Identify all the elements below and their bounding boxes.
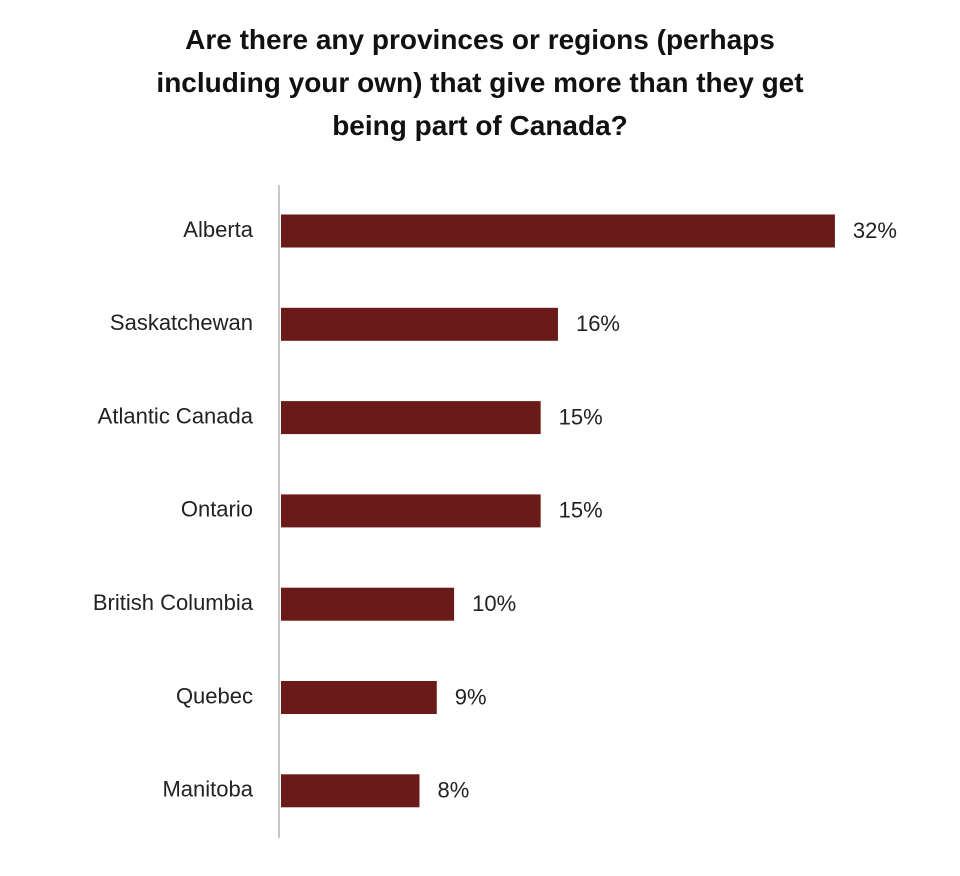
y-tick-label: Saskatchewan [110,310,253,335]
y-tick-label: Manitoba [162,777,253,802]
bar [281,401,541,435]
value-label: 15% [559,404,603,429]
value-label: 10% [472,591,516,616]
y-tick-label: Atlantic Canada [98,403,254,428]
y-tick-label: British Columbia [93,590,254,615]
bar [281,307,558,341]
value-label: 9% [455,684,487,709]
chart-title: Are there any provinces or regions (perh… [156,24,804,141]
value-label: 8% [437,778,469,803]
bar [281,214,835,248]
y-tick-label: Alberta [183,217,253,242]
y-tick-label: Quebec [176,683,253,708]
bar [281,681,437,714]
bar [281,494,541,528]
bar [281,587,455,621]
bar [281,774,420,808]
y-tick-label: Ontario [181,497,253,522]
value-label: 15% [559,498,603,523]
value-label: 32% [853,218,897,243]
value-label: 16% [576,311,620,336]
